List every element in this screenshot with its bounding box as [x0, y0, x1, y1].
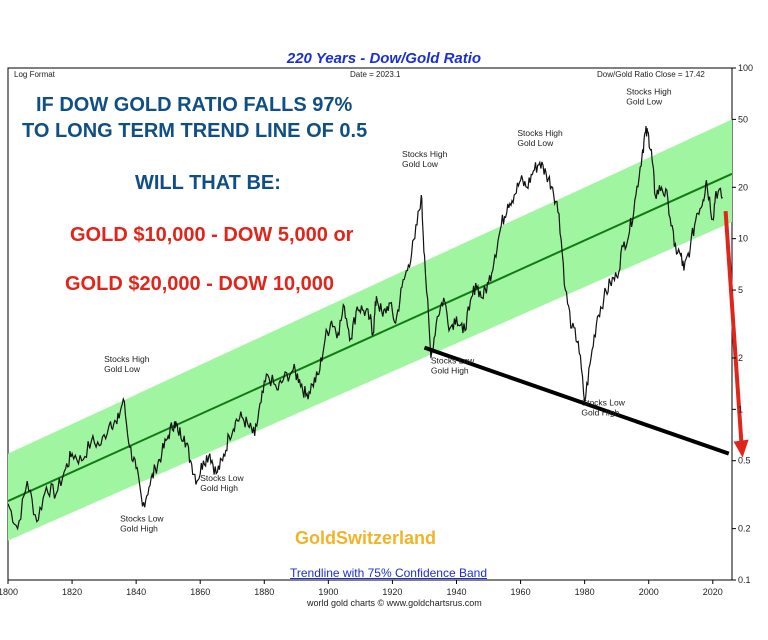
support-line — [423, 345, 730, 456]
annotation-7-line-1: Gold Low — [626, 96, 663, 106]
y-tick-label-100: 100 — [738, 63, 753, 73]
y-tick-label-0.1: 0.1 — [738, 575, 751, 585]
headline-1: IF DOW GOLD RATIO FALLS 97% — [36, 94, 353, 116]
x-axis: 1800 1820 1840 1860 1880 1900 1920 1940 1960 1980… — [0, 580, 723, 597]
y-tick-label-20: 20 — [738, 182, 748, 192]
annotation-0-line-1: Gold Low — [104, 364, 141, 374]
scenario-2: GOLD $20,000 - DOW 10,000 — [65, 273, 335, 295]
projection-arrow-shaft — [723, 210, 744, 446]
x-tick-label-1820: 1820 — [62, 587, 82, 597]
x-tick-label-2020: 2020 — [703, 587, 723, 597]
projection-arrow-head — [733, 439, 749, 458]
annotation-5-line-0: Stocks High — [517, 128, 563, 138]
confidence-band — [8, 119, 732, 541]
trend-line — [7, 172, 733, 502]
annotation-4-line-1: Gold High — [431, 366, 469, 376]
annotation-2-line-0: Stocks Low — [200, 473, 244, 483]
y-tick-label-1: 1 — [738, 404, 743, 414]
brand-label: GoldSwitzerland — [295, 528, 437, 548]
y-tick-label-10: 10 — [738, 234, 748, 244]
x-tick-label-1940: 1940 — [446, 587, 466, 597]
annotation-6-line-0: Stocks Low — [581, 398, 625, 408]
projection-arrow — [723, 210, 749, 458]
x-tick-label-1980: 1980 — [575, 587, 595, 597]
annotation-4-line-0: Stocks Low — [431, 356, 475, 366]
annotation-2-line-1: Gold High — [200, 483, 238, 493]
x-tick-label-2000: 2000 — [639, 587, 659, 597]
annotation-3-line-1: Gold Low — [402, 159, 439, 169]
x-tick-label-1880: 1880 — [254, 587, 274, 597]
y-tick-label-50: 50 — [738, 114, 748, 124]
annotation-0-line-0: Stocks High — [104, 354, 150, 364]
x-tick-label-1960: 1960 — [511, 587, 531, 597]
y-tick-label-0.5: 0.5 — [738, 456, 751, 466]
chart-title: 220 Years - Dow/Gold Ratio — [286, 50, 482, 67]
annotation-5-line-1: Gold Low — [517, 138, 554, 148]
ratio-series-line — [7, 125, 723, 531]
question: WILL THAT BE: — [135, 172, 281, 194]
scenario-1: GOLD $10,000 - DOW 5,000 or — [70, 224, 354, 246]
y-tick-label-5: 5 — [738, 285, 743, 295]
x-tick-label-1900: 1900 — [318, 587, 338, 597]
x-tick-label-1800: 1800 — [0, 587, 18, 597]
scale-label: Log Format — [14, 70, 55, 79]
annotation-3-line-0: Stocks High — [402, 149, 448, 159]
y-axis: 100 50 20 10 5 2 1 0.5 0.2 0.1 — [732, 63, 753, 585]
headline-2: TO LONG TERM TREND LINE OF 0.5 — [22, 120, 368, 142]
date-label: Date = 2023.1 — [350, 70, 401, 79]
annotation-6-line-1: Gold High — [581, 408, 619, 418]
annotation-7-line-0: Stocks High — [626, 86, 672, 96]
annotation-1-line-1: Gold High — [120, 524, 158, 534]
legend-label: Trendline with 75% Confidence Band — [290, 566, 488, 580]
x-tick-label-1860: 1860 — [190, 587, 210, 597]
close-label: Dow/Gold Ratio Close = 17.42 — [597, 70, 705, 79]
annotation-1-line-0: Stocks Low — [120, 514, 164, 524]
x-tick-label-1920: 1920 — [382, 587, 402, 597]
y-tick-label-0.2: 0.2 — [738, 524, 751, 534]
x-tick-label-1840: 1840 — [126, 587, 146, 597]
y-tick-label-2: 2 — [738, 353, 743, 363]
source-label: world gold charts © www.goldchartsrus.co… — [307, 598, 482, 608]
